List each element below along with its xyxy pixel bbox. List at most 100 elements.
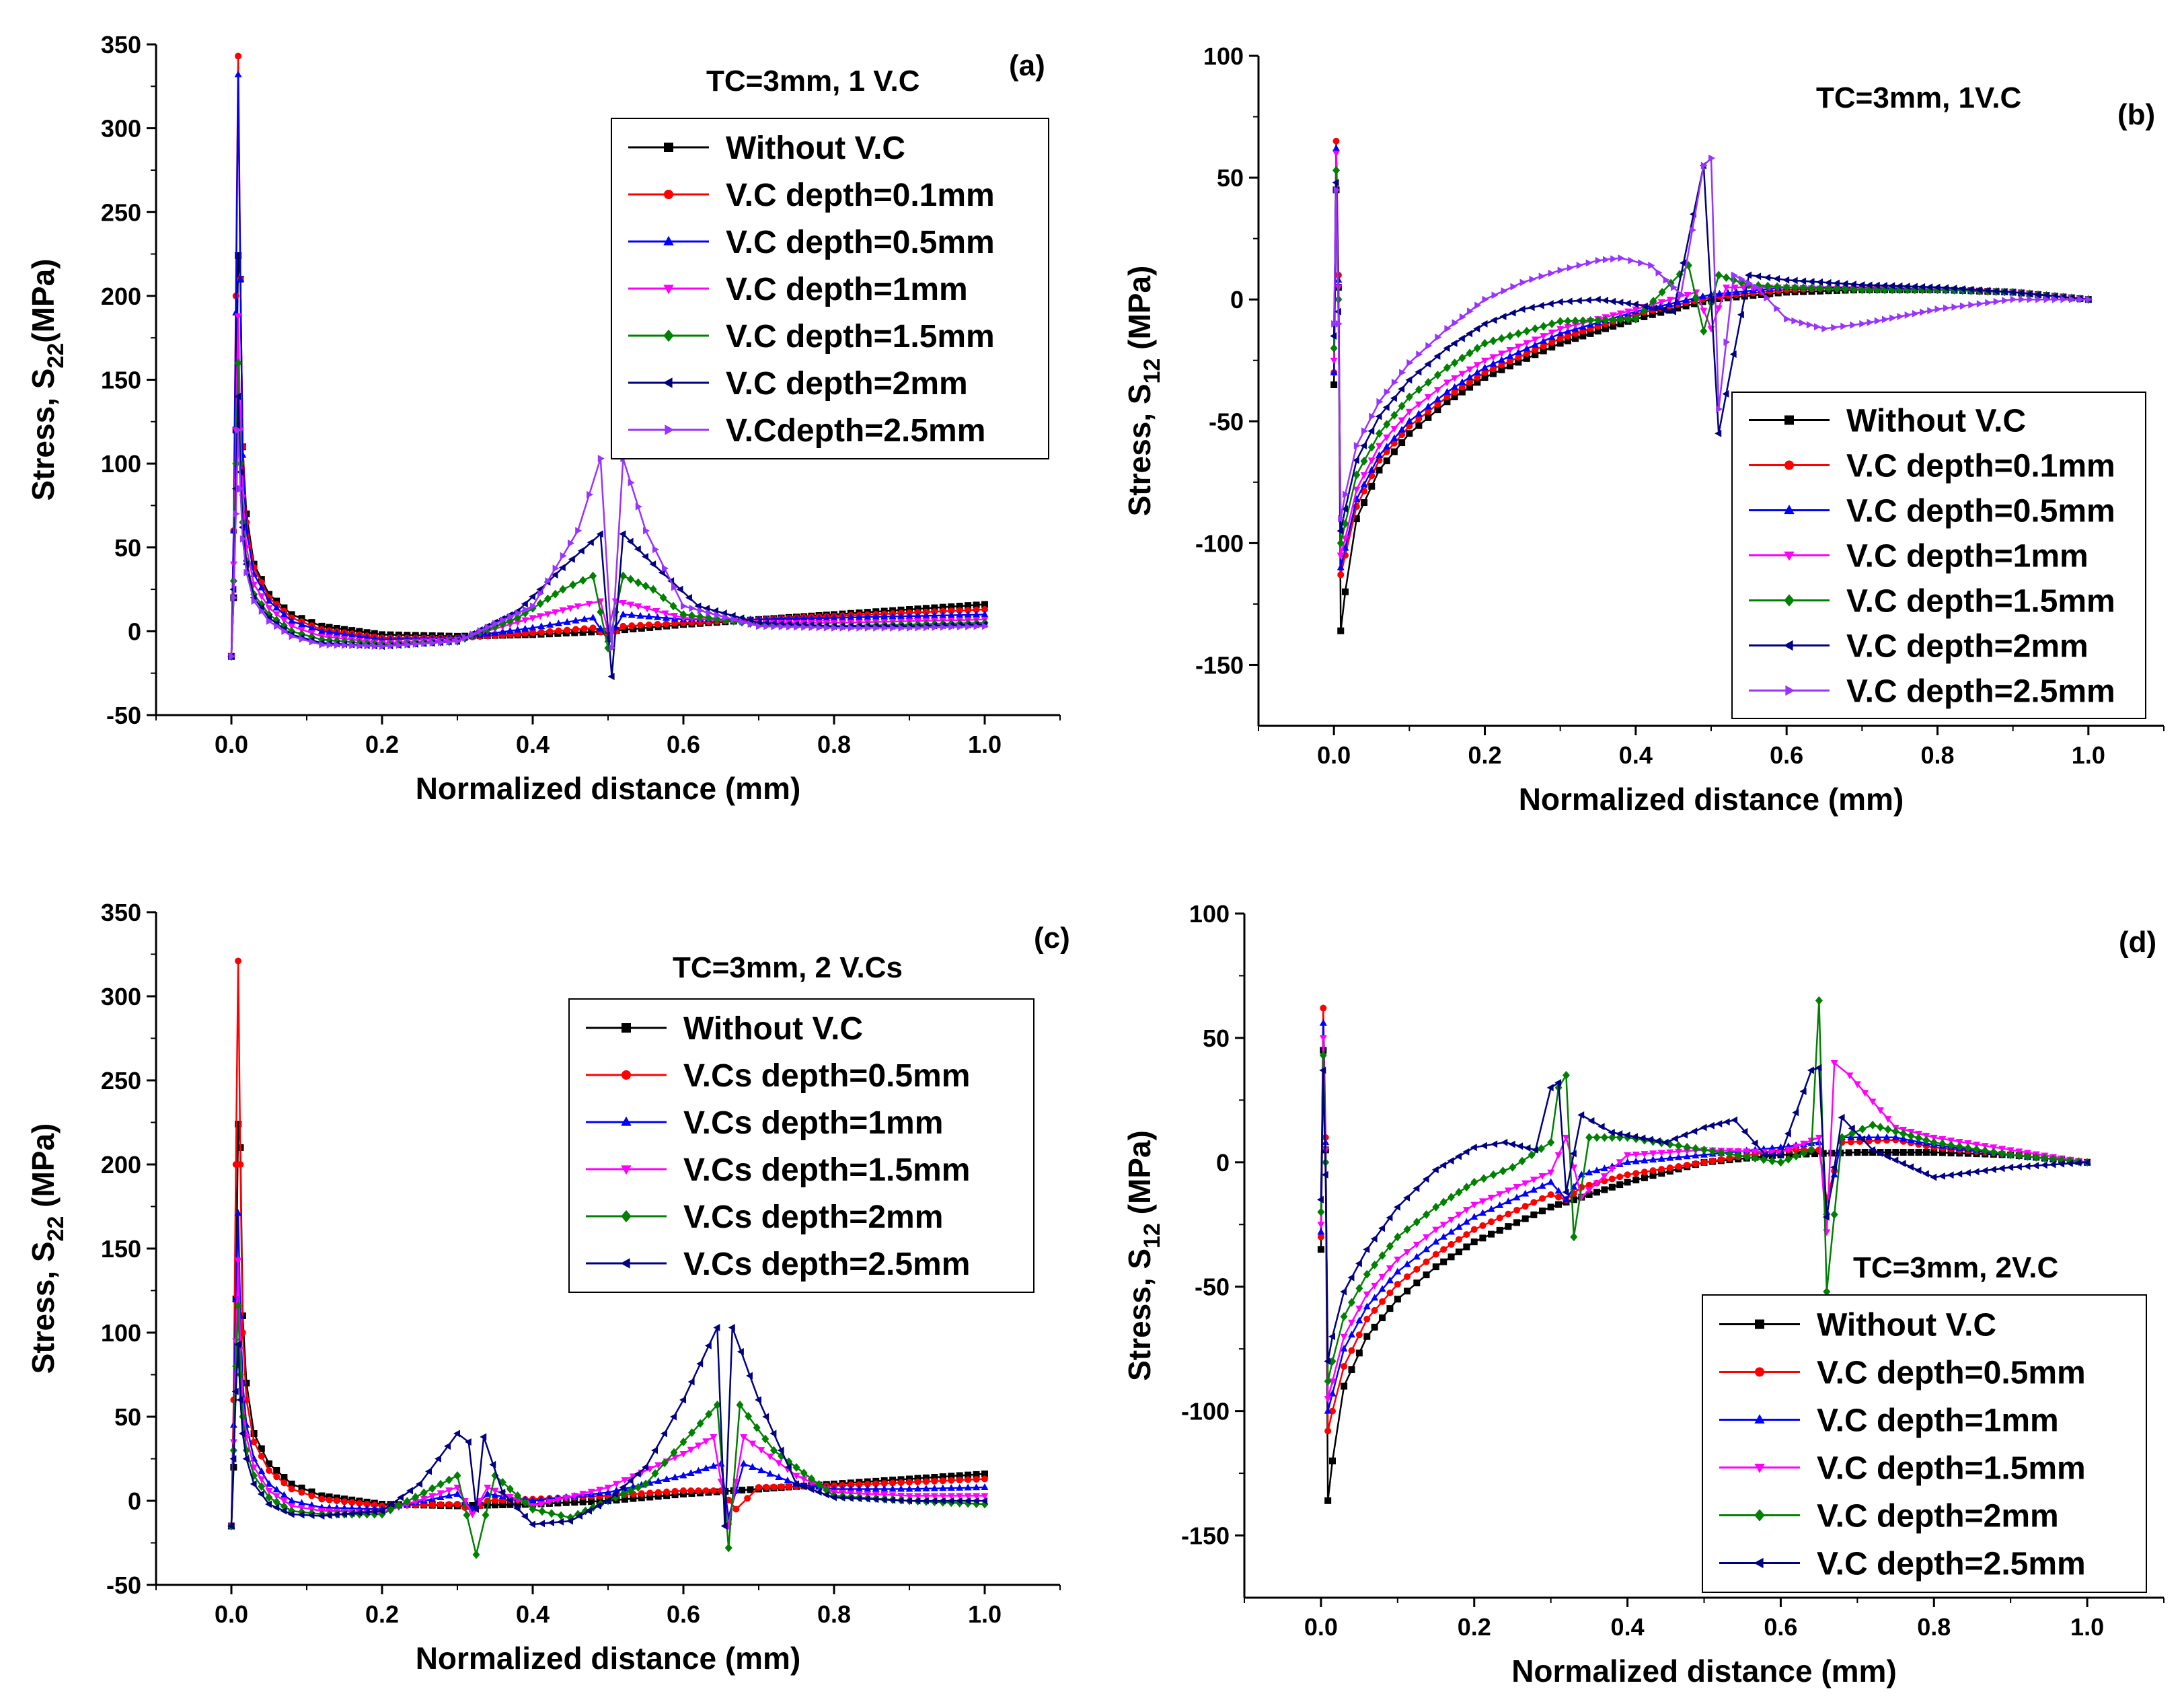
legend-swatch-marker: [1783, 640, 1793, 651]
y-tick-label: 300: [101, 115, 141, 143]
legend-entry-label: V.C depth=2mm: [726, 366, 968, 402]
x-tick-label: 0.6: [1764, 1613, 1797, 1641]
legend-entry-label: V.C depth=0.5mm: [726, 225, 995, 260]
panel-label: (c): [1034, 922, 1070, 955]
legend-entry-label: V.C depth=0.5mm: [1846, 494, 2115, 529]
y-tick-label: 100: [101, 450, 141, 478]
legend-swatch-marker: [663, 377, 673, 388]
x-axis-title: Normalized distance (mm): [416, 771, 801, 806]
y-tick-label: 150: [101, 1235, 141, 1263]
legend-entry-label: V.C depth=1.5mm: [1846, 584, 2115, 620]
legend-swatch-marker: [663, 235, 674, 246]
legend-entry-label: V.C depth=0.5mm: [1817, 1356, 2086, 1391]
y-tick-label: 200: [101, 283, 141, 310]
legend-entry-label: V.C depth=2mm: [1846, 629, 2089, 665]
x-tick-label: 0.4: [1611, 1613, 1645, 1641]
legend-swatch-marker: [621, 1210, 632, 1223]
chart-panel-c: -50 0 50 100 150 200 250 300 350 0.0 0.2 0.4 0.6 0.8 1…: [26, 899, 1070, 1676]
series-markers-4: [227, 1301, 989, 1559]
chart-annotation: TC=3mm, 2 V.Cs: [673, 951, 903, 984]
legend-entry-label: V.C depth=1.5mm: [1817, 1451, 2086, 1487]
legend-swatch-marker: [1754, 1414, 1765, 1424]
y-tick-label: 250: [101, 198, 141, 226]
legend-box: [1702, 1294, 2147, 1593]
legend-entry-label: V.Cs depth=2.5mm: [683, 1247, 970, 1282]
y-tick-label: 350: [101, 31, 141, 59]
y-tick-label: 50: [1203, 1025, 1230, 1052]
x-tick-label: 0.6: [667, 731, 700, 758]
x-tick-label: 0.0: [1304, 1613, 1338, 1641]
x-tick-label: 0.2: [1468, 741, 1501, 769]
legend-entry-label: V.C depth=2.5mm: [1817, 1547, 2086, 1582]
legend-swatch-marker: [664, 143, 673, 152]
legend-swatch-marker: [620, 1258, 630, 1269]
legend-entry-label: V.C depth=0.1mm: [726, 178, 995, 213]
y-tick-label: 100: [1203, 42, 1244, 70]
legend-entry-label: V.Cs depth=0.5mm: [683, 1058, 970, 1094]
y-tick-label: -50: [1209, 408, 1244, 435]
x-tick-label: 0.2: [365, 731, 399, 758]
legend-entry-label: V.C depth=1.5mm: [726, 319, 995, 355]
series-line-5: [1320, 1066, 2088, 1362]
legend-swatch-marker: [1784, 594, 1795, 607]
y-tick-label: -50: [106, 702, 141, 729]
y-tick-label: 0: [1230, 286, 1244, 313]
x-tick-label: 1.0: [968, 1600, 1002, 1628]
legend-swatch-marker: [665, 424, 675, 435]
y-tick-label: 50: [1217, 164, 1244, 192]
legend-entry-label: V.C depth=2.5mm: [1846, 674, 2115, 710]
series-line-4: [1320, 1000, 2088, 1382]
y-axis-title: Stress, S12 (MPa): [1122, 1130, 1165, 1381]
x-axis-title: Normalized distance (mm): [1519, 782, 1904, 817]
x-tick-label: 0.0: [215, 1600, 248, 1628]
legend-swatch-marker: [663, 285, 674, 295]
legend-entry-label: Without V.C: [683, 1011, 863, 1047]
panel-label: (a): [1009, 49, 1045, 82]
legend-entry-label: V.C depth=0.1mm: [1846, 449, 2115, 484]
y-axis-title: Stress, S12 (MPa): [1122, 266, 1165, 517]
y-tick-label: -50: [1195, 1273, 1230, 1301]
legend-box: [568, 998, 1034, 1293]
panel-label: (b): [2117, 98, 2155, 131]
x-tick-label: 0.6: [1770, 741, 1803, 769]
x-axis-title: Normalized distance (mm): [416, 1641, 801, 1676]
legend-swatch-marker: [1754, 1509, 1765, 1522]
y-tick-label: 100: [101, 1319, 141, 1347]
x-tick-label: 1.0: [2072, 741, 2105, 769]
y-tick-label: -150: [1195, 651, 1244, 679]
x-axis-title: Normalized distance (mm): [1511, 1654, 1897, 1688]
x-tick-label: 0.2: [1458, 1613, 1491, 1641]
y-tick-label: -100: [1181, 1398, 1230, 1425]
legend-swatch-marker: [622, 1070, 631, 1080]
legend-swatch-marker: [622, 1023, 631, 1033]
legend-swatch-marker: [1755, 1367, 1764, 1377]
y-tick-label: 0: [1216, 1149, 1230, 1177]
legend-swatch-marker: [1754, 1557, 1764, 1569]
legend-swatch-marker: [621, 1165, 632, 1175]
legend-entry-label: Without V.C: [1817, 1308, 1996, 1343]
x-tick-label: 0.8: [817, 731, 851, 758]
legend-entry-label: V.C depth=1mm: [726, 272, 968, 307]
legend-swatch-marker: [1784, 505, 1795, 515]
x-tick-label: 0.0: [1317, 741, 1351, 769]
legend-swatch-marker: [621, 1116, 632, 1126]
legend-entry-label: Without V.C: [1846, 404, 2026, 439]
chart-panel-a: -50 0 50 100 150 200 250 300 350 0.0 0.2 0.4 0.6 0.8 1…: [26, 31, 1061, 806]
x-tick-label: 0.2: [365, 1600, 399, 1628]
x-tick-label: 0.8: [817, 1600, 851, 1628]
y-tick-label: -100: [1195, 529, 1244, 557]
chart-panel-b: -150 -100 -50 0 50 100 0.0 0.2 0.4 0.6 0.8 1.0 Norma…: [1122, 42, 2165, 817]
y-tick-label: 50: [114, 1403, 141, 1431]
panel-label: (d): [2119, 926, 2156, 959]
x-tick-label: 0.0: [215, 731, 248, 758]
x-tick-label: 0.8: [1920, 741, 1954, 769]
legend-entry-label: Without V.C: [726, 131, 905, 166]
legend-entry-label: V.C depth=1mm: [1817, 1403, 2059, 1439]
y-tick-label: 200: [101, 1151, 141, 1179]
x-tick-label: 1.0: [2070, 1613, 2104, 1641]
y-axis-title: Stress, S22(MPa): [26, 259, 69, 501]
x-tick-label: 0.4: [1619, 741, 1653, 769]
y-tick-label: 50: [114, 534, 141, 562]
y-tick-label: 250: [101, 1067, 141, 1094]
